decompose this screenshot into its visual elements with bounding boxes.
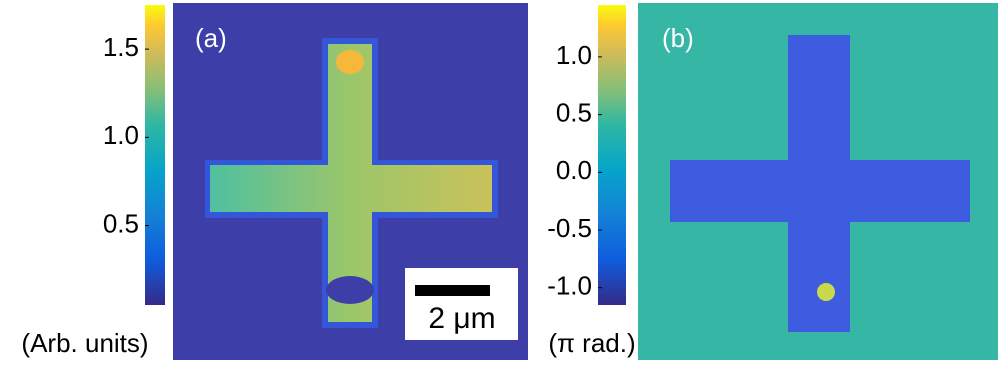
image-b bbox=[638, 3, 998, 360]
panel-label: (b) bbox=[662, 23, 694, 53]
colorbar-tick-label: 1.5 bbox=[103, 32, 139, 62]
colorbar-tick-label: 1.0 bbox=[556, 40, 592, 70]
panel-label: (a) bbox=[195, 23, 227, 53]
colorbar-tick-label: 0.5 bbox=[556, 97, 592, 127]
colorbar-tick-label: 0.0 bbox=[556, 155, 592, 185]
colorbar-tick-label: 0.5 bbox=[103, 208, 139, 238]
colorbar-tick-label: 1.0 bbox=[103, 120, 139, 150]
colorbar bbox=[145, 5, 165, 305]
colorbar bbox=[598, 5, 626, 305]
colorbar-tick-label: -1.0 bbox=[547, 271, 592, 301]
image-a bbox=[173, 3, 528, 360]
scale-bar-label: 2 μm bbox=[428, 302, 495, 335]
colorbar-tick-label: -0.5 bbox=[547, 213, 592, 243]
colorbar-unit: (Arb. units) bbox=[21, 328, 148, 358]
colorbar-unit: (π rad.) bbox=[548, 328, 635, 358]
